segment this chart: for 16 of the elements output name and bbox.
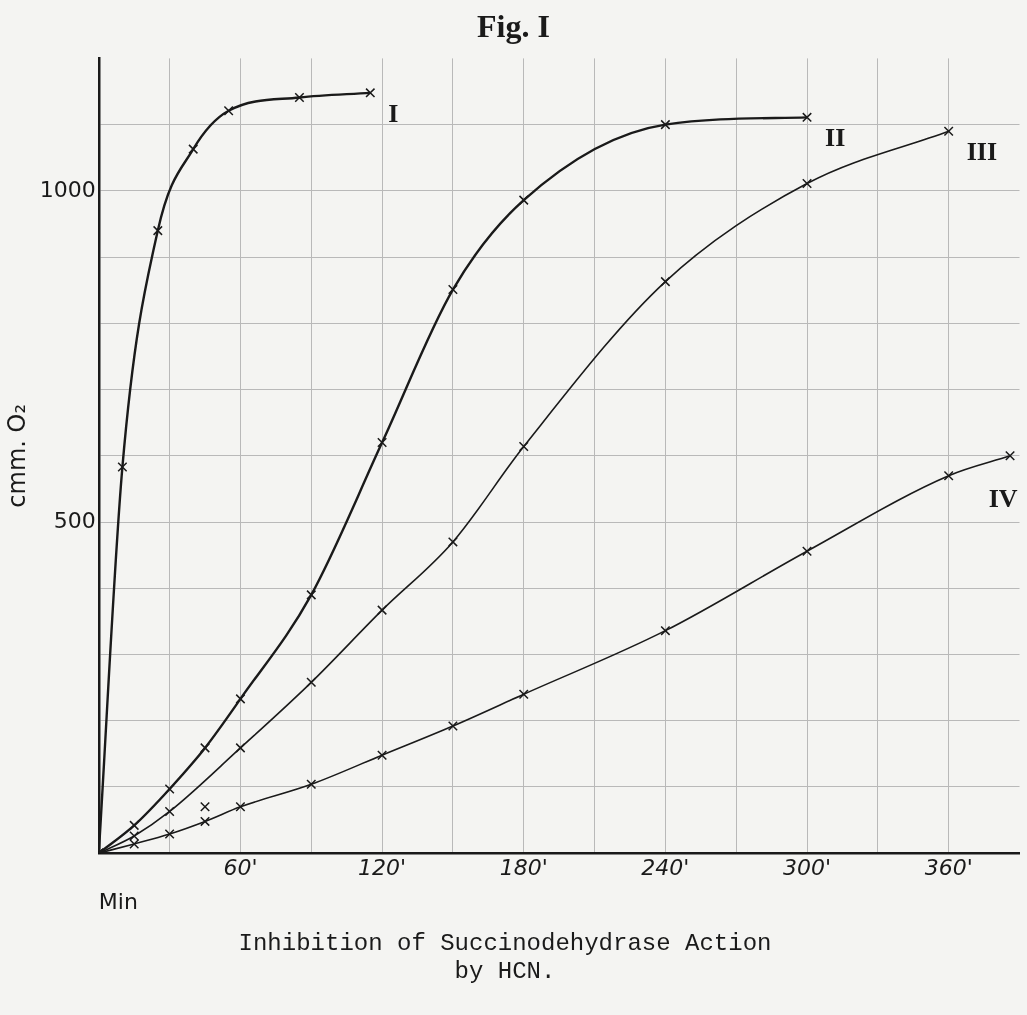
- x-tick-label: 180': [499, 855, 548, 881]
- x-tick-label: 240': [641, 855, 690, 881]
- x-tick-label: 360': [924, 855, 973, 881]
- x-tick-label: 60': [223, 855, 258, 881]
- x-tick-label: 300': [783, 855, 832, 881]
- text: Inhibition of Succinodehydrase Action by HCN.: [238, 929, 772, 985]
- x-tick-label: 120': [358, 855, 407, 881]
- series-label: IV: [988, 484, 1018, 514]
- x-axis-title: Min: [98, 888, 138, 914]
- y-tick-label: 1000: [39, 176, 96, 202]
- series-label: III: [966, 136, 998, 166]
- y-tick-label: 500: [53, 507, 96, 533]
- series-label: II: [825, 123, 846, 153]
- y-axis-title: cmm. O₂: [2, 403, 31, 508]
- series-label: I: [388, 98, 399, 128]
- chart-title: Fig. I: [477, 8, 550, 45]
